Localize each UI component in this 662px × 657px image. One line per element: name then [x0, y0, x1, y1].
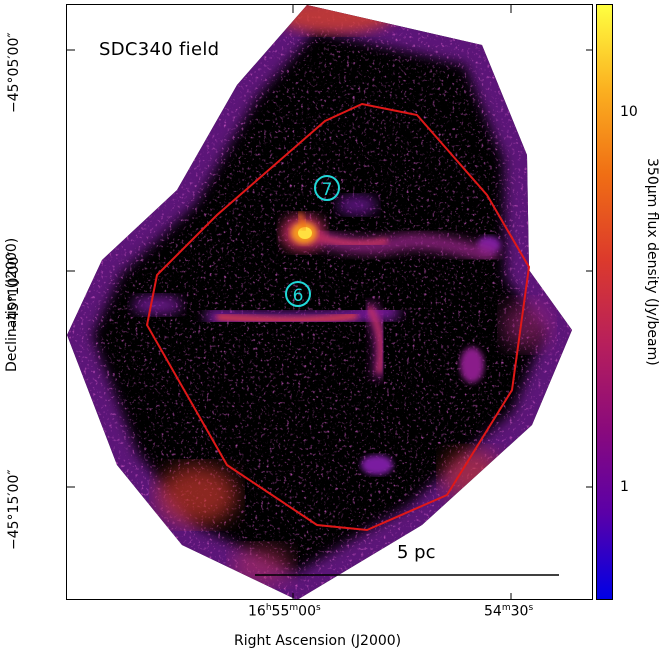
source-label-7: 7: [322, 180, 333, 200]
x-axis-title: Right Ascension (J2000): [234, 633, 402, 649]
x-tick-label: 54m30s: [484, 603, 534, 620]
colorbar-tick-label: 1: [620, 479, 629, 495]
y-tick-label: −45°15′00″: [6, 469, 22, 550]
filament-south: [206, 301, 401, 379]
x-tick-label: 16h55m00s: [248, 603, 321, 620]
source-marker-7: 7: [314, 175, 340, 201]
colorbar-tick-label: 10: [620, 104, 638, 120]
source-label-6: 6: [293, 286, 304, 306]
field-label: SDC340 field: [99, 39, 220, 60]
image-frame: 7 6 SDC340 field 5 pc: [66, 4, 593, 600]
y-tick-label: −45°05′00″: [6, 32, 22, 113]
survey-boundary-polygon: [145, 102, 531, 532]
scale-bar-label: 5 pc: [397, 542, 436, 563]
y-axis-title: Declination (J2000): [4, 237, 20, 372]
axis-ticks: [67, 5, 592, 599]
source-marker-6: 6: [285, 281, 311, 307]
map-diamond: [67, 5, 572, 599]
source-7-core: [281, 212, 325, 251]
colorbar: [596, 4, 613, 600]
colorbar-title: 350μm flux density (Jy/beam): [644, 158, 660, 366]
flux-map: 7 6: [67, 5, 592, 599]
